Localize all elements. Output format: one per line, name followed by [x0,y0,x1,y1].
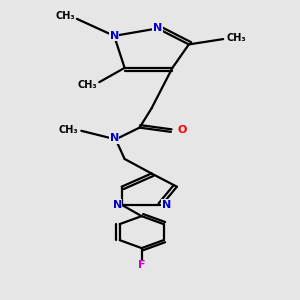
Text: N: N [110,133,119,143]
Text: N: N [112,200,122,210]
Text: O: O [178,125,187,135]
Text: F: F [138,260,146,270]
Text: N: N [110,31,119,41]
Text: N: N [162,200,171,210]
Text: N: N [153,23,162,33]
Text: CH₃: CH₃ [55,11,75,21]
Text: CH₃: CH₃ [77,80,97,90]
Text: CH₃: CH₃ [227,33,246,43]
Text: CH₃: CH₃ [58,125,78,135]
